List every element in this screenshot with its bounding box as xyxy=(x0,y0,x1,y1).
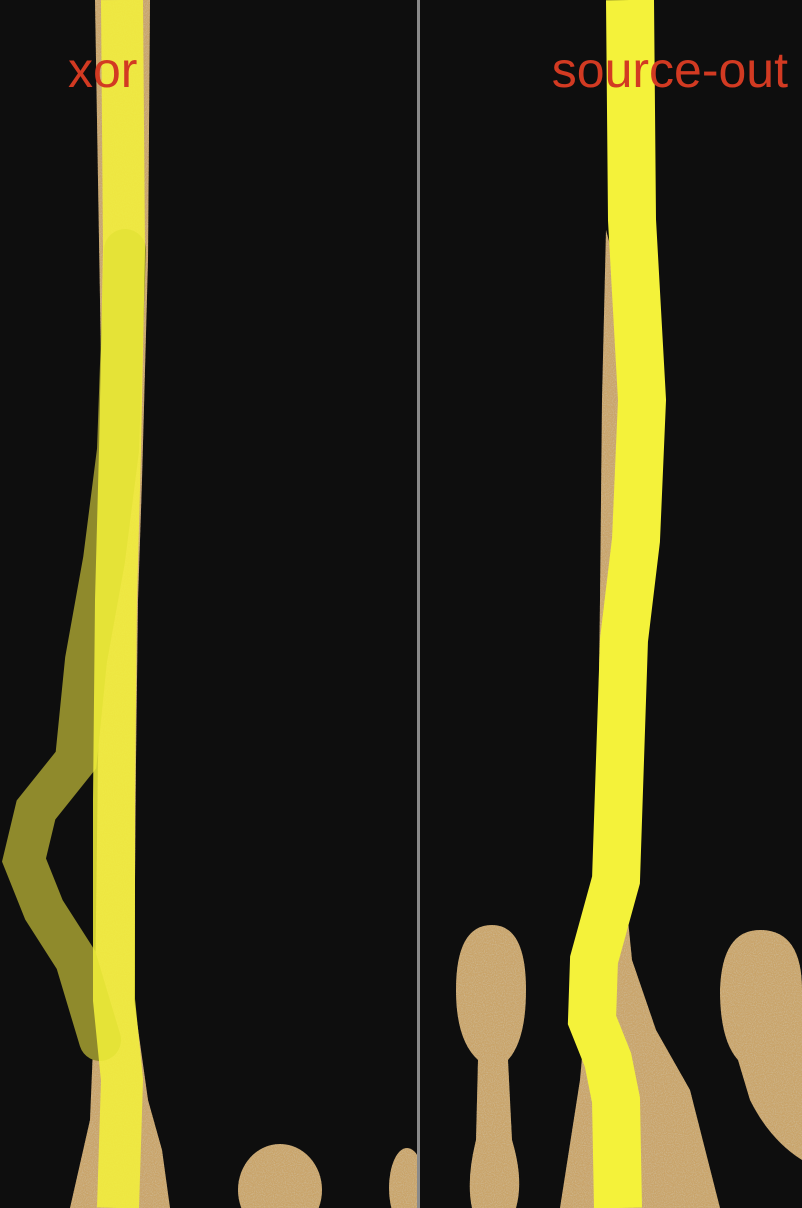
xor-label: xor xyxy=(68,42,137,98)
xor-stroke xyxy=(114,0,124,1208)
source-out-panel: source-out xyxy=(420,0,802,1208)
source-out-label: source-out xyxy=(552,42,788,98)
xor-panel: xor xyxy=(0,0,417,1208)
source-out-canvas xyxy=(420,0,802,1208)
xor-canvas xyxy=(0,0,417,1208)
dark-background xyxy=(0,0,417,1208)
